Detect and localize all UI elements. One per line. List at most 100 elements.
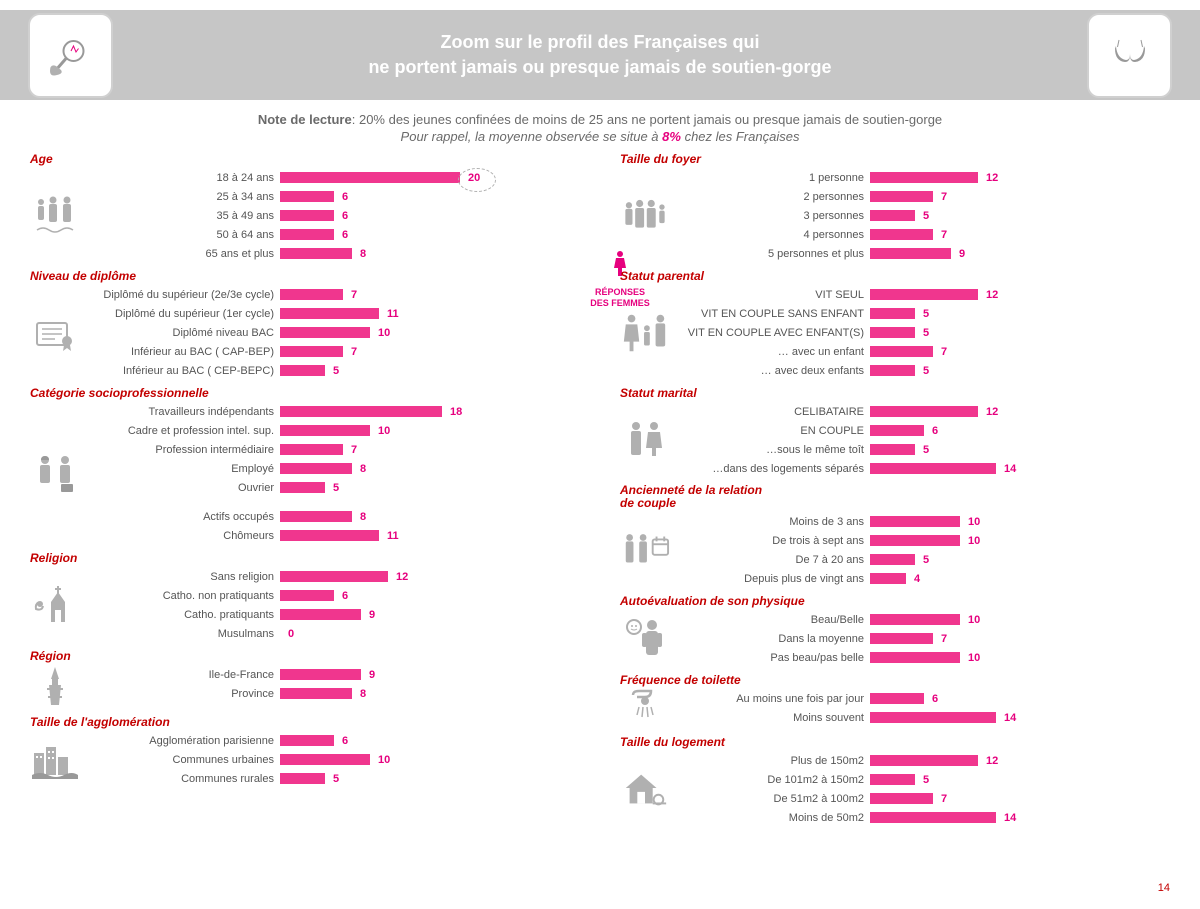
magnify-icon	[46, 31, 96, 81]
bar-fill	[870, 172, 978, 183]
section: Fréquence de toilette Au moins une fois p…	[620, 673, 1170, 729]
bar-value: 10	[960, 652, 980, 664]
bar-value: 5	[915, 327, 929, 339]
bar-row: 2 personnes7	[670, 187, 1170, 206]
bar-value: 7	[343, 444, 357, 456]
bar-label: …dans des logements séparés	[670, 463, 870, 475]
note-recall-a: Pour rappel, la moyenne observée se situ…	[401, 129, 663, 144]
section: Catégorie socioprofessionnelleTravailleu…	[30, 386, 580, 545]
bar-row: Pas beau/pas belle10	[670, 648, 1170, 667]
bar-value: 5	[325, 773, 339, 785]
bar-value: 12	[978, 406, 998, 418]
bar-row: De trois à sept ans10	[670, 531, 1170, 550]
bar-fill	[280, 463, 352, 474]
csp-icon	[30, 454, 80, 494]
bar-fill	[870, 463, 996, 474]
bar-label: Ouvrier	[80, 482, 280, 494]
bar-fill	[280, 191, 334, 202]
bar-value: 12	[388, 571, 408, 583]
bar-label: 5 personnes et plus	[670, 248, 870, 260]
bar-row: Communes urbaines 10	[80, 750, 580, 769]
bar-row: Ouvrier5	[80, 478, 580, 497]
bar-value: 7	[933, 633, 947, 645]
reading-note: Note de lecture: 20% des jeunes confinée…	[0, 112, 1200, 144]
bar-value: 12	[978, 172, 998, 184]
bar-label: Musulmans	[80, 628, 280, 640]
bar-row: Actifs occupés8	[80, 507, 580, 526]
bar-row: 5 personnes et plus9	[670, 244, 1170, 263]
bar-row: VIT EN COUPLE AVEC ENFANT(S)5	[670, 323, 1170, 342]
bar-label: Agglomération parisienne	[80, 735, 280, 747]
bar-row: …sous le même toît5	[670, 440, 1170, 459]
section-title: Taille du foyer	[620, 152, 1170, 166]
bar-fill	[870, 712, 996, 723]
bar-fill	[280, 530, 379, 541]
section: Autoévaluation de son physiqueBeau/Belle…	[620, 594, 1170, 667]
bar-fill	[280, 609, 361, 620]
bar-value: 6	[334, 229, 348, 241]
bar-row: Inférieur au BAC ( CAP-BEP)7	[80, 342, 580, 361]
bar-value: 4	[906, 573, 920, 585]
bar-fill	[870, 774, 915, 785]
bar-row: Moins de 3 ans10	[670, 512, 1170, 531]
bar-label: VIT EN COUPLE SANS ENFANT	[670, 308, 870, 320]
bar-label: De 101m2 à 150m2	[670, 774, 870, 786]
bar-value: 8	[352, 248, 366, 260]
bar-value: 5	[915, 308, 929, 320]
bar-fill	[870, 229, 933, 240]
bar-label: 2 personnes	[670, 191, 870, 203]
bar-fill	[870, 633, 933, 644]
bar-row: 18 à 24 ans 20	[80, 168, 580, 187]
bar-label: Province	[80, 688, 280, 700]
bar-fill	[280, 406, 442, 417]
bar-fill	[280, 365, 325, 376]
bar-fill	[280, 773, 325, 784]
bar-value: 7	[933, 229, 947, 241]
bar-value: 11	[379, 530, 399, 542]
header-icon-left-box	[28, 13, 113, 98]
bar-value: 6	[334, 191, 348, 203]
bar-value: 0	[280, 628, 294, 640]
note-recall-b: chez les Françaises	[681, 129, 800, 144]
bar-fill	[870, 248, 951, 259]
bar-label: Communes urbaines	[80, 754, 280, 766]
bar-label: Actifs occupés	[80, 511, 280, 523]
bar-label: 18 à 24 ans	[80, 172, 280, 184]
note-recall-pct: 8%	[662, 129, 681, 144]
bar-row: Au moins une fois par jour6	[670, 689, 1170, 708]
bar-label: Diplômé niveau BAC	[80, 327, 280, 339]
section-title: Région	[30, 649, 580, 663]
bar-label: Catho. pratiquants	[80, 609, 280, 621]
section-title: Statut parental	[620, 269, 1170, 283]
bar-fill	[280, 327, 370, 338]
bar-value: 20	[460, 172, 480, 184]
section-title: Religion	[30, 551, 580, 565]
note-body: : 20% des jeunes confinées de moins de 2…	[352, 112, 942, 127]
section: Ancienneté de la relationde coupleMoins …	[620, 484, 1170, 588]
section-title: Age	[30, 152, 580, 166]
physique-icon	[620, 617, 670, 661]
section: Taille du logementPlus de 150m212De 101m…	[620, 735, 1170, 827]
bar-value: 6	[334, 210, 348, 222]
bar-row: Diplômé du supérieur (1er cycle)11	[80, 304, 580, 323]
header-icon-right-box	[1087, 13, 1172, 98]
bar-fill	[870, 554, 915, 565]
bar-value: 6	[924, 425, 938, 437]
bar-label: 50 à 64 ans	[80, 229, 280, 241]
note-lead: Note de lecture	[258, 112, 352, 127]
bar-fill	[280, 688, 352, 699]
header-title-line2: ne portent jamais ou presque jamais de s…	[368, 55, 831, 80]
section-title: Statut marital	[620, 386, 1170, 400]
bar-fill	[280, 308, 379, 319]
bar-label: Depuis plus de vingt ans	[670, 573, 870, 585]
bar-value: 10	[370, 754, 390, 766]
bar-row: 25 à 34 ans6	[80, 187, 580, 206]
bar-row: De 101m2 à 150m25	[670, 770, 1170, 789]
bar-row: 50 à 64 ans 6	[80, 225, 580, 244]
section-title: Fréquence de toilette	[620, 673, 1170, 687]
bar-label: Cadre et profession intel. sup.	[80, 425, 280, 437]
toilette-icon	[620, 689, 670, 729]
section: RégionIle-de-France9Province8	[30, 649, 580, 709]
bar-value: 6	[334, 735, 348, 747]
bar-label: De 51m2 à 100m2	[670, 793, 870, 805]
